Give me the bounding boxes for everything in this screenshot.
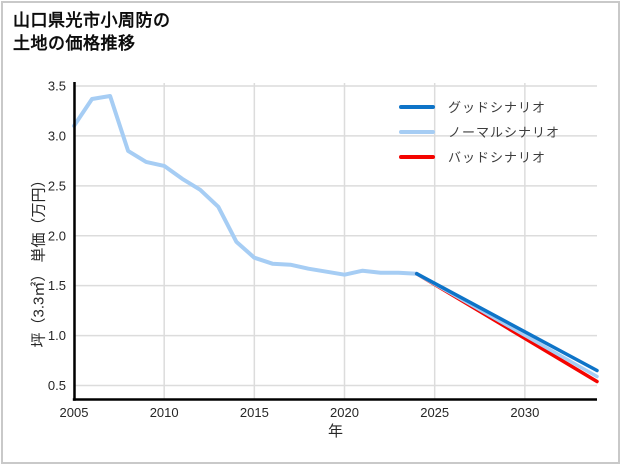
x-axis-title: 年 xyxy=(327,423,343,440)
legend-item-1[interactable]: ノーマルシナリオ xyxy=(399,119,560,144)
x-tick-label: 2010 xyxy=(150,405,179,420)
y-tick-label: 3.0 xyxy=(48,128,66,143)
legend-line-swatch xyxy=(399,104,435,109)
legend-item-0[interactable]: グッドシナリオ xyxy=(399,94,560,119)
x-tick-label: 2025 xyxy=(420,405,449,420)
legend-line-swatch xyxy=(399,129,435,134)
y-tick-label: 2.5 xyxy=(48,178,66,193)
x-tick-label: 2015 xyxy=(240,405,269,420)
forecast-line xyxy=(414,271,599,373)
legend: グッドシナリオ ノーマルシナリオ バッドシナリオ xyxy=(399,94,560,169)
y-tick-label: 3.5 xyxy=(48,78,66,93)
legend-label: グッドシナリオ xyxy=(448,100,547,115)
legend-label: ノーマルシナリオ xyxy=(448,125,561,140)
legend-item-2[interactable]: バッドシナリオ xyxy=(399,144,560,169)
legend-label: バッドシナリオ xyxy=(448,150,547,165)
chart-title-line1: 山口県光市小周防の xyxy=(13,11,171,30)
x-tick-label: 2005 xyxy=(60,405,89,420)
y-tick-label: 1.5 xyxy=(48,278,66,293)
y-tick-label: 1.0 xyxy=(48,328,66,343)
x-tick-label: 2020 xyxy=(330,405,359,420)
legend-line-swatch xyxy=(399,154,435,159)
chart-title: 山口県光市小周防の 土地の価格推移 xyxy=(13,9,171,55)
y-tick-label: 2.0 xyxy=(48,228,66,243)
y-tick-label: 0.5 xyxy=(48,378,66,393)
y-axis-title: 坪（3.3㎡） 単価（万円） xyxy=(30,172,48,348)
x-tick-label: 2030 xyxy=(510,405,539,420)
chart-title-line2: 土地の価格推移 xyxy=(13,34,136,53)
history-line xyxy=(72,94,419,277)
